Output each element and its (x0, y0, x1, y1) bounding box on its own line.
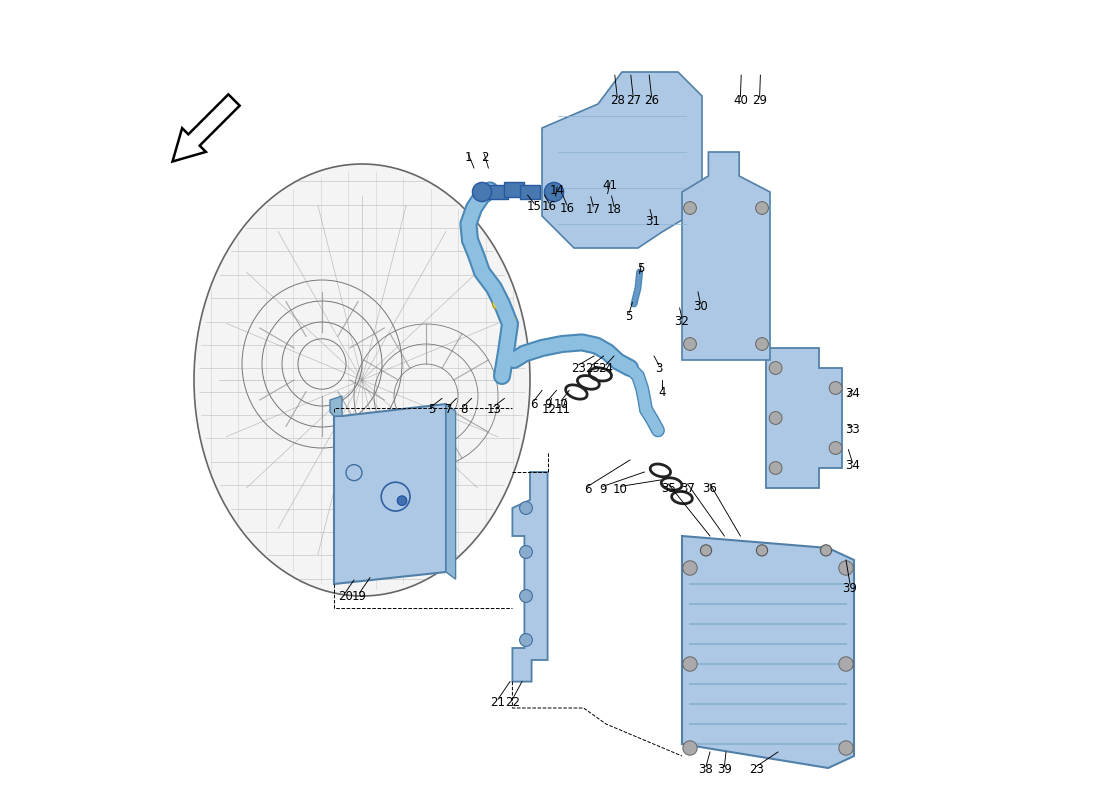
FancyArrow shape (173, 94, 240, 162)
Text: 1: 1 (464, 151, 472, 164)
Polygon shape (330, 396, 342, 416)
Circle shape (683, 202, 696, 214)
Text: 27: 27 (626, 94, 640, 106)
Text: 39: 39 (717, 763, 732, 776)
Polygon shape (682, 536, 854, 768)
Text: 13: 13 (486, 403, 502, 416)
Text: 12: 12 (541, 403, 557, 416)
Polygon shape (766, 348, 842, 488)
Polygon shape (446, 404, 455, 579)
Text: 18: 18 (606, 203, 621, 216)
Ellipse shape (194, 164, 530, 596)
Circle shape (503, 330, 514, 342)
Text: 14: 14 (550, 184, 564, 197)
Text: 40: 40 (733, 94, 748, 106)
Text: 32: 32 (674, 315, 690, 328)
Circle shape (397, 496, 407, 506)
Text: 23: 23 (571, 362, 586, 374)
Text: 39: 39 (843, 582, 857, 594)
Text: 6: 6 (584, 483, 592, 496)
Text: 8: 8 (460, 403, 467, 416)
Text: 3: 3 (656, 362, 662, 374)
Text: 15: 15 (527, 200, 541, 213)
Circle shape (829, 442, 842, 454)
Text: 36: 36 (703, 482, 717, 494)
Circle shape (756, 202, 769, 214)
Text: 21: 21 (491, 696, 506, 709)
Circle shape (829, 382, 842, 394)
Circle shape (839, 657, 854, 671)
Text: 11: 11 (557, 403, 571, 416)
Text: 16: 16 (559, 202, 574, 214)
Text: 19: 19 (352, 590, 367, 602)
Polygon shape (334, 404, 446, 584)
Text: 28: 28 (609, 94, 625, 106)
Text: 34: 34 (845, 459, 860, 472)
Circle shape (472, 182, 492, 202)
Text: 22: 22 (505, 696, 520, 709)
Text: 5: 5 (428, 403, 436, 416)
Text: 38: 38 (698, 763, 714, 776)
Circle shape (519, 634, 532, 646)
Text: 9: 9 (600, 483, 606, 496)
Text: 23: 23 (749, 763, 763, 776)
Polygon shape (682, 152, 770, 360)
Text: 16: 16 (541, 200, 557, 213)
Text: 5: 5 (638, 262, 645, 274)
Circle shape (839, 741, 854, 755)
Bar (520, 185, 540, 199)
Text: 6: 6 (530, 398, 538, 410)
Text: 5: 5 (626, 310, 632, 322)
Circle shape (500, 346, 512, 358)
Circle shape (769, 462, 782, 474)
Text: 34: 34 (845, 387, 860, 400)
Circle shape (769, 411, 782, 424)
Circle shape (683, 657, 697, 671)
Text: 30: 30 (693, 300, 707, 313)
Text: 26: 26 (645, 94, 659, 106)
Text: 4: 4 (658, 386, 666, 398)
Circle shape (505, 314, 516, 326)
Text: 35: 35 (661, 482, 675, 494)
Polygon shape (542, 72, 702, 248)
Circle shape (683, 338, 696, 350)
Circle shape (839, 561, 854, 575)
Text: 33: 33 (845, 423, 860, 436)
Text: 20: 20 (338, 590, 353, 602)
Text: el: el (200, 262, 356, 410)
Circle shape (757, 545, 768, 556)
Circle shape (683, 741, 697, 755)
Circle shape (756, 338, 769, 350)
Text: 37: 37 (680, 482, 695, 494)
Circle shape (701, 545, 712, 556)
Text: 31: 31 (645, 215, 660, 228)
Text: 10: 10 (613, 483, 628, 496)
Text: 17: 17 (585, 203, 601, 216)
Circle shape (544, 182, 563, 202)
Bar (505, 182, 524, 197)
Text: 24: 24 (598, 362, 614, 374)
Circle shape (821, 545, 832, 556)
Bar (488, 185, 507, 199)
Text: 9: 9 (543, 398, 551, 410)
Circle shape (769, 362, 782, 374)
Polygon shape (513, 472, 548, 682)
Circle shape (519, 502, 532, 514)
Text: a passion for parts: a passion for parts (257, 412, 491, 436)
Text: 29: 29 (752, 94, 767, 106)
Text: 2: 2 (481, 151, 488, 164)
Text: 41: 41 (603, 179, 617, 192)
Text: 25: 25 (585, 362, 600, 374)
Circle shape (683, 561, 697, 575)
Circle shape (519, 590, 532, 602)
Text: 10: 10 (553, 398, 569, 410)
Text: 7: 7 (444, 403, 452, 416)
Circle shape (519, 546, 532, 558)
Circle shape (493, 298, 504, 310)
